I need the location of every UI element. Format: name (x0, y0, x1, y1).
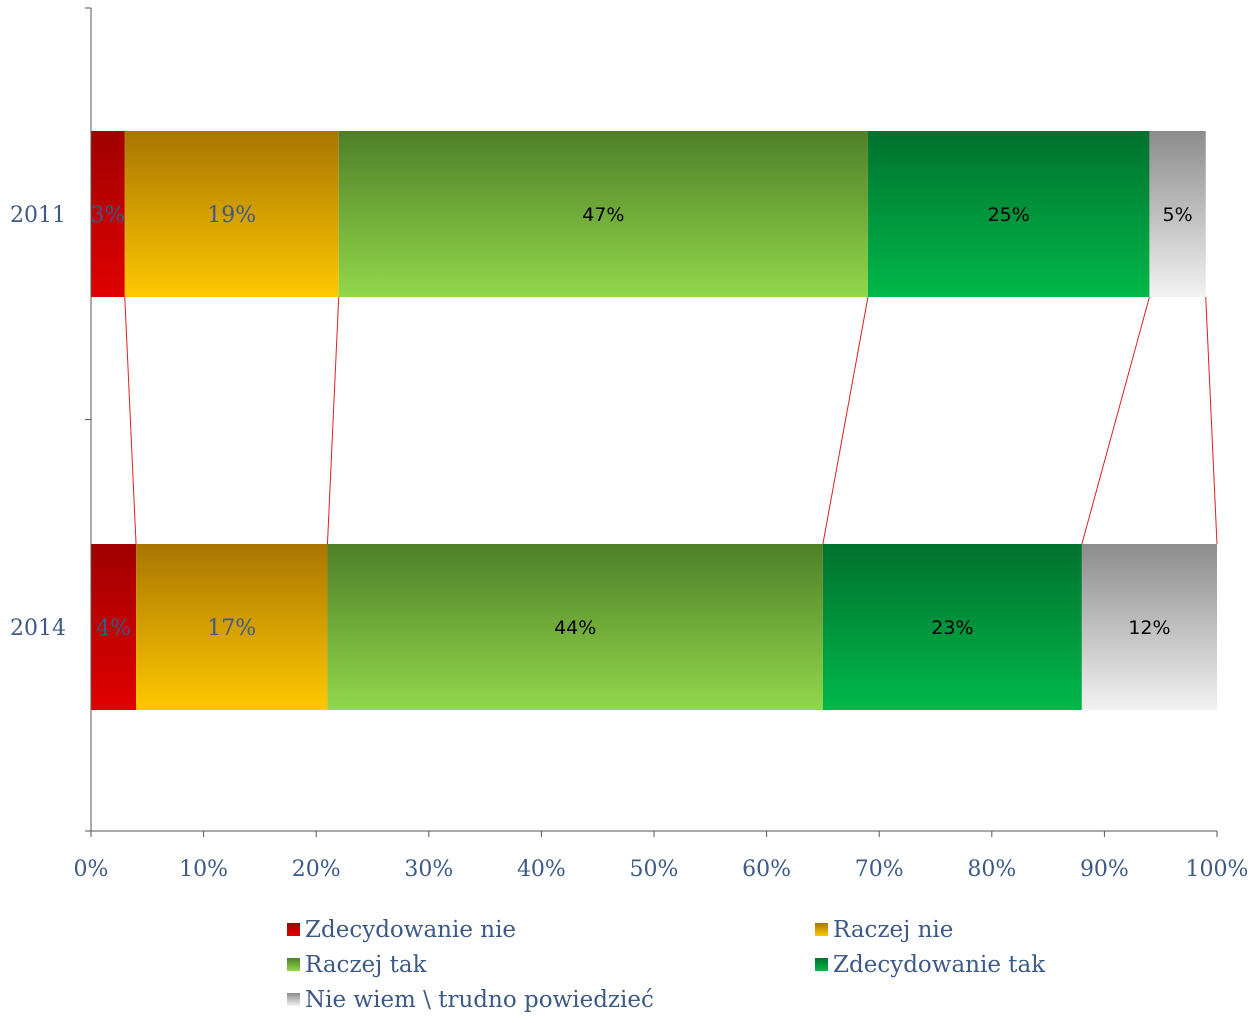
category-label: 2011 (10, 203, 66, 228)
x-tick-label: 30% (404, 857, 453, 882)
data-label: 47% (582, 204, 624, 226)
bar-2011-2 (124, 131, 339, 297)
data-label: 19% (207, 203, 256, 228)
x-tick-label: 70% (855, 857, 904, 882)
legend-item: Nie wiem \ trudno powiedzieć (287, 987, 654, 1013)
x-tick-label: 20% (292, 857, 341, 882)
legend-item: Raczej nie (815, 917, 953, 943)
data-label: 44% (554, 617, 596, 639)
legend-item: Zdecydowanie tak (815, 952, 1046, 978)
legend-swatch (287, 993, 300, 1006)
x-tick-label: 50% (630, 857, 679, 882)
bar-2011-5 (1149, 131, 1206, 297)
series-line-3 (822, 296, 869, 545)
axes: 0% 10% 20% 30% 40% 50% 60% 70% 80% 90% 100% 2011 201… (10, 7, 1249, 882)
bar-2014-1 (91, 544, 137, 710)
series-line-2 (326, 296, 340, 545)
data-labels: 3% 19% 47% 25% 5% 4% 17% 44% 23% 12% (90, 203, 1192, 641)
x-tick-label: 10% (179, 857, 228, 882)
bar-2014-5 (1081, 544, 1217, 710)
bar-2011-1 (91, 131, 125, 297)
x-tick-label: 90% (1080, 857, 1129, 882)
legend-item: Raczej tak (287, 952, 428, 978)
series-line-4 (1081, 296, 1150, 545)
legend-swatch (815, 923, 828, 936)
x-tick-label: 60% (742, 857, 791, 882)
x-tick-label: 40% (517, 857, 566, 882)
legend-swatch (287, 958, 300, 971)
data-label: 5% (1163, 204, 1193, 226)
bar-2014-2 (136, 544, 328, 710)
bar-2011-3 (338, 131, 868, 297)
x-tick-label: 80% (967, 857, 1016, 882)
data-label: 12% (1128, 617, 1170, 639)
legend-label: Raczej tak (305, 952, 428, 978)
series-line-1 (124, 296, 137, 545)
data-label: 4% (96, 616, 131, 641)
legend-label: Nie wiem \ trudno powiedzieć (305, 987, 654, 1013)
bars (91, 131, 1217, 710)
legend-item: Zdecydowanie nie (287, 917, 516, 943)
legend: Zdecydowanie nie Raczej nie Raczej tak Zdec… (287, 917, 1046, 1013)
bar-2011-4 (867, 131, 1150, 297)
data-label: 23% (931, 617, 973, 639)
bar-2014-3 (327, 544, 823, 710)
legend-label: Raczej nie (833, 917, 953, 943)
legend-label: Zdecydowanie tak (833, 952, 1046, 978)
category-label: 2014 (10, 616, 66, 641)
x-tick-label: 100% (1186, 857, 1249, 882)
legend-swatch (815, 958, 828, 971)
series-line-5 (1205, 296, 1218, 545)
data-label: 25% (988, 204, 1030, 226)
data-label: 17% (207, 616, 256, 641)
legend-swatch (287, 923, 300, 936)
legend-label: Zdecydowanie nie (305, 917, 516, 943)
x-tick-label: 0% (74, 857, 109, 882)
series-lines (124, 296, 1218, 545)
data-label: 3% (90, 203, 125, 228)
bar-2014-4 (822, 544, 1082, 710)
